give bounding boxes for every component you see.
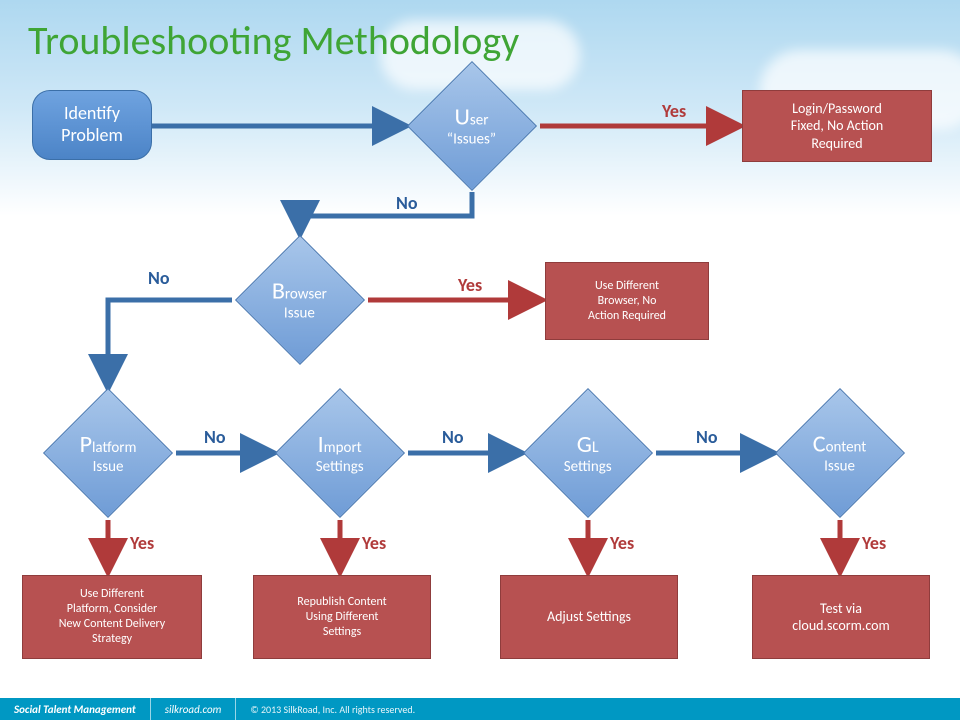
edge-label-user-login: Yes xyxy=(662,100,686,122)
node-platform: PlatformIssue xyxy=(43,388,173,518)
node-republish: Republish ContentUsing DifferentSettings xyxy=(253,575,431,659)
edge-label-browser-usebrowser: Yes xyxy=(458,274,482,296)
edge-label-user-browser: No xyxy=(396,192,418,214)
page-title: Troubleshooting Methodology xyxy=(28,16,519,65)
node-login: Login/PasswordFixed, No ActionRequired xyxy=(742,90,932,162)
node-content: ContentIssue xyxy=(775,388,905,518)
edge-label-browser-platform: No xyxy=(148,267,170,289)
edge-label-platform-import: No xyxy=(204,426,226,448)
footer-bar: Social Talent Management silkroad.com © … xyxy=(0,698,960,720)
node-testvia: Test viacloud.scorm.com xyxy=(752,575,930,659)
edge-label-platform-useplatform: Yes xyxy=(130,532,154,554)
footer-site: silkroad.com xyxy=(151,698,237,720)
node-browser: BrowserIssue xyxy=(235,235,365,365)
node-useplatform: Use DifferentPlatform, ConsiderNew Conte… xyxy=(22,575,202,659)
node-start: IdentifyProblem xyxy=(32,90,152,160)
node-adjust: Adjust Settings xyxy=(500,575,678,659)
edge-label-gl-adjust: Yes xyxy=(610,532,634,554)
edge-label-content-testvia: Yes xyxy=(862,532,886,554)
edge-label-import-republish: Yes xyxy=(362,532,386,554)
node-import: ImportSettings xyxy=(275,388,405,518)
node-gl: GLSettings xyxy=(523,388,653,518)
edge-label-import-gl: No xyxy=(442,426,464,448)
edge-label-gl-content: No xyxy=(696,426,718,448)
node-usebrowser: Use DifferentBrowser, NoAction Required xyxy=(545,262,709,340)
footer-brand: Social Talent Management xyxy=(0,698,151,720)
footer-copyright: © 2013 SilkRoad, Inc. All rights reserve… xyxy=(236,698,429,720)
